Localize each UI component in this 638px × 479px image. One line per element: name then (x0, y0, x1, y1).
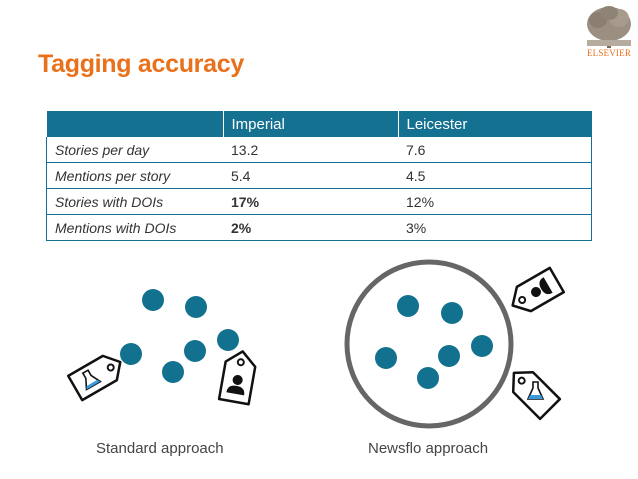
table-row: Stories with DOIs 17% 12% (46, 188, 592, 215)
imperial-value: 17% (223, 188, 398, 215)
dot (471, 335, 493, 357)
table-row: Mentions with DOIs 2% 3% (46, 214, 592, 241)
standard-dots (120, 289, 239, 383)
newsflo-approach-caption: Newsflo approach (368, 440, 489, 457)
imperial-value: 5.4 (223, 162, 398, 189)
dot (397, 295, 419, 317)
dot (375, 347, 397, 369)
person-tag-icon (511, 266, 566, 313)
leicester-value: 3% (398, 214, 592, 241)
row-label: Stories with DOIs (46, 188, 223, 215)
table-row: Mentions per story 5.4 4.5 (46, 162, 592, 189)
dot (120, 343, 142, 365)
dot (142, 289, 164, 311)
newsflo-dots (375, 295, 493, 389)
row-label: Mentions with DOIs (46, 214, 223, 241)
elsevier-logo-text: ELSEVIER (586, 48, 632, 58)
leicester-value: 12% (398, 188, 592, 215)
row-label: Mentions per story (46, 162, 223, 189)
dot (217, 329, 239, 351)
person-tag-icon (217, 350, 257, 406)
dot (185, 296, 207, 318)
newsflo-ring (344, 259, 514, 429)
flask-tag-icon (66, 354, 122, 402)
flask-tag-icon (511, 370, 562, 421)
leicester-value: 7.6 (398, 137, 592, 163)
dot (441, 302, 463, 324)
row-label: Stories per day (46, 137, 223, 163)
dot (417, 367, 439, 389)
dot (438, 345, 460, 367)
table-row: Stories per day 13.2 7.6 (46, 137, 592, 163)
header-leicester: Leicester (398, 111, 592, 137)
header-imperial: Imperial (223, 111, 399, 137)
accuracy-table: Imperial Leicester Stories per day 13.2 … (46, 111, 592, 241)
elsevier-tree-icon (587, 6, 631, 48)
imperial-value: 2% (223, 214, 398, 241)
dot (184, 340, 206, 362)
header-empty (46, 111, 224, 137)
standard-approach-caption: Standard approach (96, 440, 224, 457)
slide-title: Tagging accuracy (38, 50, 244, 78)
dot (162, 361, 184, 383)
leicester-value: 4.5 (398, 162, 592, 189)
imperial-value: 13.2 (223, 137, 398, 163)
table-header-row: Imperial Leicester (46, 111, 592, 137)
